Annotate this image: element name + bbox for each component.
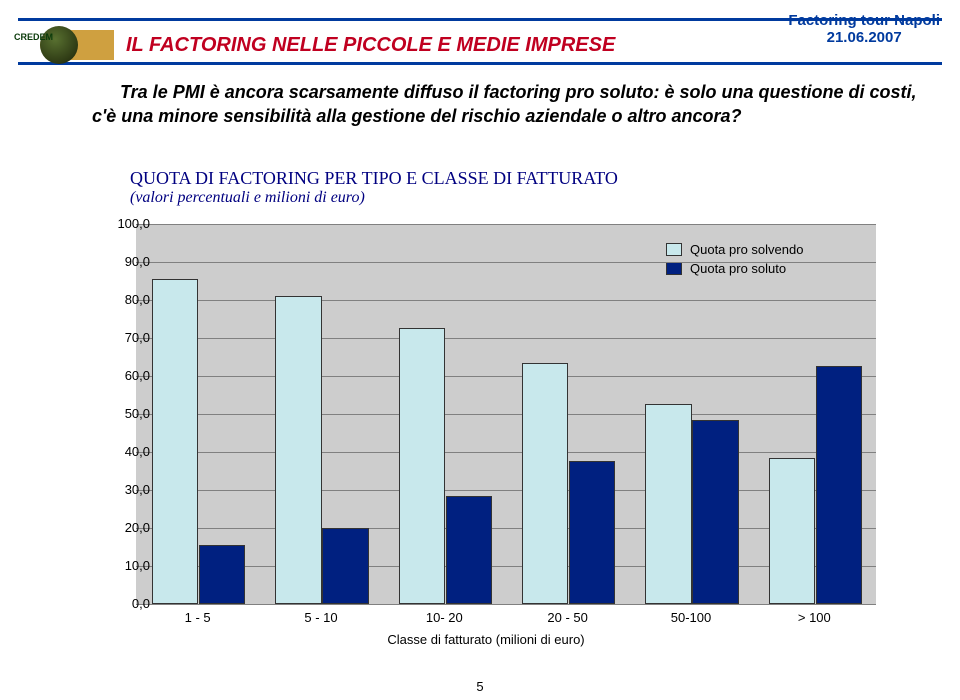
gridline (136, 376, 876, 377)
tour-block: Factoring tour Napoli 21.06.2007 (788, 12, 940, 46)
gridline (136, 262, 876, 263)
logo: CREDEM (6, 26, 114, 68)
legend-label-soluto: Quota pro soluto (690, 261, 786, 276)
xtick-label: 50-100 (636, 610, 746, 625)
bar-soluto (322, 528, 368, 604)
ytick-label: 70,0 (100, 330, 150, 345)
xtick-label: 1 - 5 (143, 610, 253, 625)
chart-title: QUOTA DI FACTORING PER TIPO E CLASSE DI … (130, 168, 618, 207)
gridline (136, 528, 876, 529)
xtick-label: 10- 20 (389, 610, 499, 625)
xtick-label: > 100 (759, 610, 869, 625)
ytick-label: 40,0 (100, 444, 150, 459)
legend-item-solvendo: Quota pro solvendo (666, 242, 856, 257)
logo-text: CREDEM (14, 32, 53, 42)
ytick-label: 30,0 (100, 482, 150, 497)
legend-label-solvendo: Quota pro solvendo (690, 242, 803, 257)
bar-soluto (816, 366, 862, 604)
bar-solvendo (152, 279, 198, 604)
bar-solvendo (522, 363, 568, 604)
chart-xaxis-title: Classe di fatturato (milioni di euro) (76, 632, 896, 647)
gridline (136, 414, 876, 415)
ytick-label: 0,0 (100, 596, 150, 611)
body-paragraph: Tra le PMI è ancora scarsamente diffuso … (92, 80, 920, 129)
ytick-label: 80,0 (100, 292, 150, 307)
ytick-label: 60,0 (100, 368, 150, 383)
gridline (136, 604, 876, 605)
xtick-label: 5 - 10 (266, 610, 376, 625)
bar-soluto (692, 420, 738, 604)
chart-legend: Quota pro solvendo Quota pro soluto (666, 238, 856, 280)
page-title: IL FACTORING NELLE PICCOLE E MEDIE IMPRE… (126, 34, 615, 57)
legend-item-soluto: Quota pro soluto (666, 261, 856, 276)
tour-line1: Factoring tour Napoli (788, 12, 940, 29)
body-text: Tra le PMI è ancora scarsamente diffuso … (92, 82, 917, 126)
gridline (136, 224, 876, 225)
legend-swatch-solvendo (666, 243, 682, 256)
bar-soluto (569, 461, 615, 604)
chart-plot: Quota pro solvendo Quota pro soluto (136, 224, 876, 604)
gridline (136, 566, 876, 567)
bar-soluto (199, 545, 245, 604)
rule-mid (18, 62, 942, 65)
bar-solvendo (275, 296, 321, 604)
gridline (136, 300, 876, 301)
ytick-label: 10,0 (100, 558, 150, 573)
chart-title-line1: QUOTA DI FACTORING PER TIPO E CLASSE DI … (130, 168, 618, 189)
bar-solvendo (769, 458, 815, 604)
xtick-label: 20 - 50 (513, 610, 623, 625)
chart-title-line2: (valori percentuali e milioni di euro) (130, 189, 618, 207)
page-number: 5 (0, 679, 960, 694)
chart: Quota pro solvendo Quota pro soluto Clas… (76, 218, 896, 658)
ytick-label: 50,0 (100, 406, 150, 421)
gridline (136, 490, 876, 491)
ytick-label: 100,0 (100, 216, 150, 231)
legend-swatch-soluto (666, 262, 682, 275)
ytick-label: 90,0 (100, 254, 150, 269)
bar-solvendo (399, 328, 445, 604)
gridline (136, 338, 876, 339)
gridline (136, 452, 876, 453)
bar-soluto (446, 496, 492, 604)
bar-solvendo (645, 404, 691, 604)
ytick-label: 20,0 (100, 520, 150, 535)
tour-line2: 21.06.2007 (788, 29, 940, 46)
